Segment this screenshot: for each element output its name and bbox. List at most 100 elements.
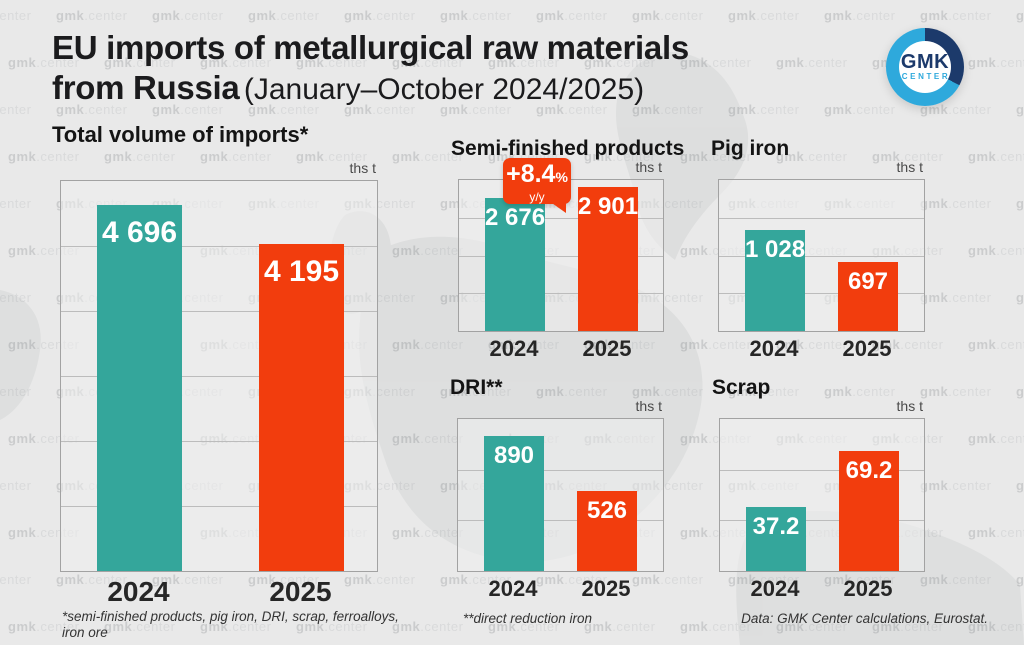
watermark-text: gmk.center <box>0 102 32 117</box>
gridline <box>719 217 924 219</box>
watermark-text: gmk.center <box>200 619 272 634</box>
watermark-text: gmk.center <box>872 149 944 164</box>
watermark-text: gmk.center <box>632 384 704 399</box>
bar-2025: 4 195 <box>259 243 344 571</box>
watermark-text: gmk.center <box>104 149 176 164</box>
watermark-text: gmk.center <box>920 384 992 399</box>
chart-title: Total volume of imports* <box>52 122 309 147</box>
watermark-text: gmk.center <box>392 431 464 446</box>
bar-2024: 1 028 <box>745 229 806 331</box>
bar-2024: 37.2 <box>746 506 806 571</box>
bar-2025: 526 <box>577 491 637 571</box>
watermark-text: gmk.center <box>968 431 1024 446</box>
watermark-text: gmk.center <box>824 102 896 117</box>
watermark-text: gmk.center <box>584 337 656 352</box>
watermark-text: gmk.center <box>680 149 752 164</box>
watermark-text: gmk.center <box>824 572 896 587</box>
unit-label: ths t <box>896 398 923 414</box>
footnote-asterisk: *semi-finished products, pig iron, DRI, … <box>62 609 399 641</box>
watermark-text: gmk.center <box>920 478 992 493</box>
watermark-text: gmk.center <box>1016 102 1024 117</box>
x-axis-label: 2025 <box>269 576 332 607</box>
watermark-text: gmk.center <box>0 290 32 305</box>
yoy-change-value: +8.4% <box>503 162 571 190</box>
watermark-text: gmk.center <box>968 149 1024 164</box>
watermark-text: gmk.center <box>152 8 224 23</box>
gmk-center-logo: GMK CENTER <box>886 28 964 106</box>
gridline <box>61 440 377 442</box>
watermark-text: gmk.center <box>296 149 368 164</box>
title-line-2-bold: from Russia <box>52 69 240 106</box>
watermark-text: gmk.center <box>392 619 464 634</box>
watermark-text: gmk.center <box>0 572 32 587</box>
chart-total-volume: Total volume of imports* ths t 4 696 4 19… <box>52 122 378 607</box>
watermark-text: gmk.center <box>344 8 416 23</box>
x-axis: 2024 2025 <box>458 332 664 362</box>
chart-panel: 37.2 69.2 <box>719 418 925 572</box>
watermark-text: gmk.center <box>584 149 656 164</box>
watermark-text: gmk.center <box>776 619 848 634</box>
gmk-center-logo-inner: GMK CENTER <box>899 41 951 93</box>
gridline <box>61 506 377 507</box>
watermark-text: gmk.center <box>1016 196 1024 211</box>
bar-value-label: 4 696 <box>101 215 178 249</box>
watermark-text: gmk.center <box>584 55 656 70</box>
bar-value-label: 69.2 <box>845 457 893 485</box>
watermark-text: gmk.center <box>440 384 512 399</box>
gridline <box>459 217 663 219</box>
watermark-text: gmk.center <box>344 572 416 587</box>
x-axis-label: 2025 <box>582 336 632 361</box>
title-line-2-period: (January–October 2024/2025) <box>243 73 645 106</box>
watermark-text: gmk.center <box>440 572 512 587</box>
chart-pig-iron: Pig iron ths t 1 028 697 2024 2025 <box>711 137 925 361</box>
x-axis-label: 2024 <box>107 576 170 607</box>
watermark-text: gmk.center <box>392 337 464 352</box>
watermark-text: gmk.center <box>824 384 896 399</box>
logo-text-gmk: GMK <box>900 51 950 73</box>
bar-2024: 890 <box>484 435 544 571</box>
gridline <box>61 376 377 377</box>
data-source: Data: GMK Center calculations, Eurostat. <box>741 611 988 626</box>
gridline <box>719 293 924 295</box>
watermark-text: gmk.center <box>872 337 944 352</box>
watermark-text: gmk.center <box>200 149 272 164</box>
watermark-text: gmk.center <box>632 572 704 587</box>
watermark-text: gmk.center <box>104 55 176 70</box>
chart-panel: 1 028 697 <box>718 179 925 332</box>
watermark-text: gmk.center <box>968 337 1024 352</box>
x-axis-label: 2025 <box>843 576 893 601</box>
gridline <box>720 469 924 471</box>
watermark-text: gmk.center <box>680 619 752 634</box>
watermark-text: gmk.center <box>776 149 848 164</box>
watermark-text: gmk.center <box>728 572 800 587</box>
chart-title: Pig iron <box>711 137 790 160</box>
bar-value-label: 2 901 <box>578 192 639 220</box>
watermark-text: gmk.center <box>872 619 944 634</box>
bar-value-label: 890 <box>493 441 535 469</box>
unit-label: ths t <box>349 160 376 176</box>
watermark-text: gmk.center <box>392 243 464 258</box>
bar-2025: 2 901 <box>578 186 639 331</box>
x-axis: 2024 2025 <box>718 332 925 362</box>
bar-2025: 69.2 <box>839 451 899 571</box>
x-axis: 2024 2025 <box>60 572 378 607</box>
watermark-text: gmk.center <box>920 290 992 305</box>
watermark-text: gmk.center <box>728 8 800 23</box>
watermark-text: gmk.center <box>56 102 128 117</box>
bar-value-label: 2 676 <box>485 204 546 232</box>
watermark-text: gmk.center <box>536 102 608 117</box>
watermark-text: gmk.center <box>632 102 704 117</box>
chart-panel: 890 526 <box>457 418 664 572</box>
watermark-text: gmk.center <box>1016 478 1024 493</box>
page-title: EU imports of metallurgical raw material… <box>52 28 689 115</box>
chart-scrap: Scrap ths t 37.2 69.2 2024 2025 <box>712 376 925 601</box>
watermark-text: gmk.center <box>488 337 560 352</box>
yoy-change-badge: +8.4% y/y <box>503 158 571 204</box>
watermark-text: gmk.center <box>968 619 1024 634</box>
watermark-text: gmk.center <box>56 8 128 23</box>
yoy-number: +8.4 <box>506 160 556 188</box>
watermark-text: gmk.center <box>296 55 368 70</box>
x-axis-label: 2024 <box>488 576 538 601</box>
bar-value-label: 1 028 <box>745 235 806 263</box>
watermark-text: gmk.center <box>440 102 512 117</box>
